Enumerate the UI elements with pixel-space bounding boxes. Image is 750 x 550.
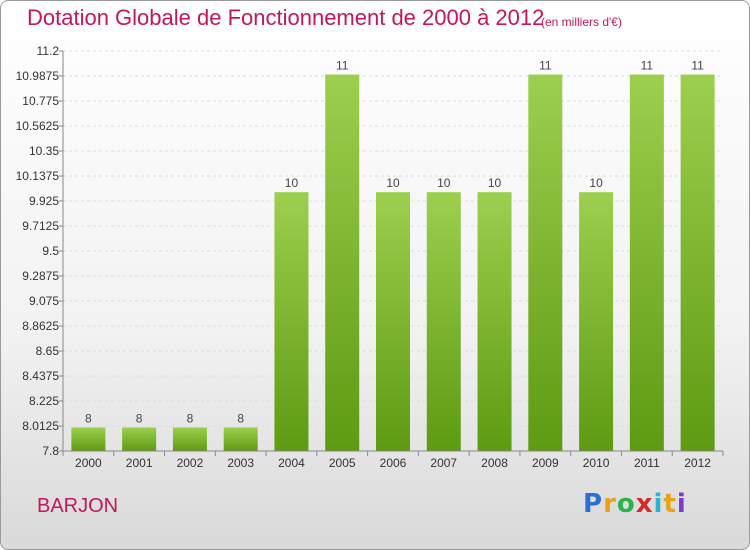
data-label-2003: 8 bbox=[237, 411, 244, 425]
x-tick-label: 2003 bbox=[227, 456, 254, 470]
data-label-2006: 10 bbox=[386, 176, 400, 190]
y-tick-label: 9.5 bbox=[42, 244, 59, 258]
bar-2012 bbox=[680, 74, 715, 451]
x-tick-label: 2002 bbox=[177, 456, 204, 470]
bar-2002 bbox=[172, 427, 207, 451]
x-tick-label: 2000 bbox=[75, 456, 102, 470]
logo-letter: r bbox=[603, 489, 617, 519]
y-tick-label: 7.8 bbox=[42, 444, 59, 458]
logo-letter: P bbox=[583, 489, 604, 519]
y-tick-label: 10.35 bbox=[29, 144, 59, 158]
bar-2003 bbox=[223, 427, 258, 451]
data-label-2002: 8 bbox=[187, 411, 194, 425]
y-tick-label: 10.1375 bbox=[16, 169, 60, 183]
bar-2005 bbox=[325, 74, 360, 451]
axes bbox=[62, 51, 723, 452]
proxiti-logo: Proxiti bbox=[583, 489, 687, 519]
data-label-2008: 10 bbox=[488, 176, 502, 190]
bar-2004 bbox=[274, 192, 309, 452]
data-label-2009: 11 bbox=[539, 59, 552, 73]
bars bbox=[71, 74, 715, 452]
x-tick-label: 2008 bbox=[481, 456, 508, 470]
bar-2011 bbox=[629, 74, 664, 451]
x-tick-label: 2011 bbox=[634, 456, 660, 470]
x-tick-label: 2007 bbox=[430, 456, 457, 470]
bar-2007 bbox=[426, 192, 461, 452]
y-tick-label: 9.7125 bbox=[22, 219, 59, 233]
y-axis-ticks: 7.8 8.0125 8.225 8.4375 8.65 8.8625 9.075 9.287… bbox=[16, 44, 63, 458]
y-tick-label: 10.775 bbox=[22, 94, 59, 108]
data-label-2010: 10 bbox=[589, 176, 603, 190]
x-tick-label: 2010 bbox=[583, 456, 610, 470]
chart-subtitle: (en milliers d'€) bbox=[541, 15, 622, 29]
x-tick-label: 2012 bbox=[684, 456, 711, 470]
y-tick-label: 9.075 bbox=[29, 294, 59, 308]
bar-2010 bbox=[579, 192, 614, 452]
x-axis-ticks: 2000 2001 2002 2003 2004 2005 2006 2007 2008 2009… bbox=[62, 451, 724, 470]
y-tick-label: 8.0125 bbox=[22, 419, 59, 433]
commune-name: BARJON bbox=[37, 495, 119, 517]
x-tick-label: 2005 bbox=[329, 456, 356, 470]
logo-letter: t bbox=[663, 489, 677, 519]
data-label-2000: 8 bbox=[85, 411, 92, 425]
x-tick-label: 2009 bbox=[532, 456, 559, 470]
y-tick-label: 11.2 bbox=[37, 44, 60, 58]
logo-letter: o bbox=[616, 489, 636, 519]
logo-letter: i bbox=[653, 489, 664, 519]
data-label-2011: 11 bbox=[641, 59, 654, 73]
bar-2001 bbox=[122, 427, 157, 451]
y-tick-label: 9.925 bbox=[29, 194, 59, 208]
data-label-2012: 11 bbox=[691, 59, 704, 73]
data-label-2007: 10 bbox=[437, 176, 451, 190]
bar-2000 bbox=[71, 427, 106, 451]
y-tick-label: 10.5625 bbox=[16, 119, 60, 133]
y-tick-label: 8.8625 bbox=[22, 319, 59, 333]
data-labels: 8 8 8 8 10 11 10 10 10 11 10 11 11 bbox=[85, 59, 704, 426]
y-tick-label: 8.4375 bbox=[22, 369, 59, 383]
x-tick-label: 2001 bbox=[126, 456, 153, 470]
x-tick-label: 2004 bbox=[278, 456, 305, 470]
bar-2009 bbox=[528, 74, 563, 451]
logo-letter: i bbox=[676, 489, 687, 519]
x-tick-label: 2006 bbox=[380, 456, 407, 470]
logo-letter: x bbox=[635, 489, 654, 519]
y-tick-label: 8.225 bbox=[29, 394, 59, 408]
data-label-2001: 8 bbox=[136, 411, 143, 425]
y-tick-label: 10.9875 bbox=[16, 69, 60, 83]
y-tick-label: 8.65 bbox=[36, 344, 60, 358]
bar-2006 bbox=[376, 192, 410, 452]
data-label-2005: 11 bbox=[336, 59, 349, 73]
data-label-2004: 10 bbox=[285, 176, 299, 190]
y-tick-label: 9.2875 bbox=[22, 269, 59, 283]
bar-2008 bbox=[477, 192, 512, 452]
chart-title: Dotation Globale de Fonctionnement de 20… bbox=[27, 5, 545, 30]
